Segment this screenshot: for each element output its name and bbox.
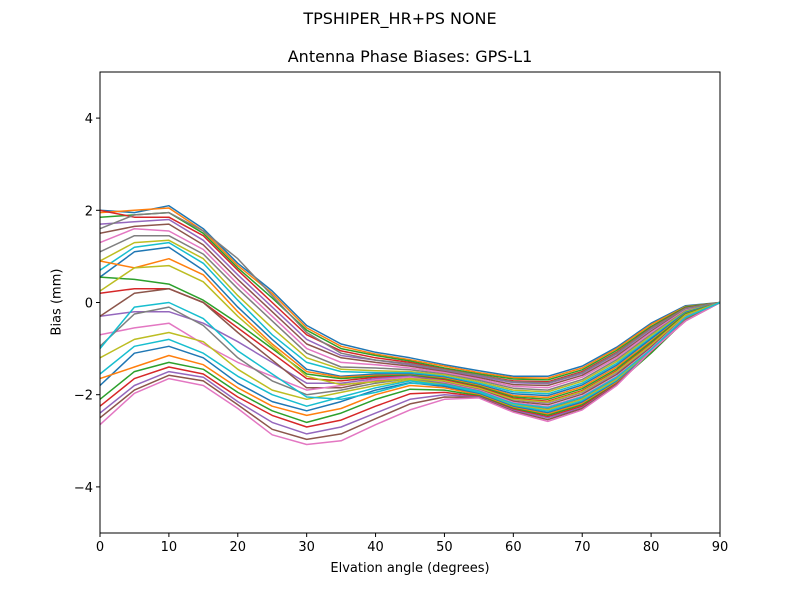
x-tick-label: 40 (367, 540, 384, 555)
y-tick-label: 4 (85, 112, 93, 127)
series-line (100, 211, 720, 381)
x-axis-label: Elvation angle (degrees) (330, 561, 490, 576)
series-line (100, 301, 720, 446)
series-line (100, 246, 720, 397)
x-tick-label: 80 (643, 540, 660, 555)
data-series (100, 204, 720, 446)
series-line (100, 301, 720, 411)
series-line (100, 204, 720, 378)
series-line (100, 227, 720, 389)
series-line (100, 276, 720, 401)
x-tick-label: 50 (436, 540, 453, 555)
series-line (100, 218, 720, 385)
y-tick-label: −2 (74, 389, 93, 404)
figure-suptitle: TPSHIPER_HR+PS NONE (303, 9, 497, 28)
x-tick-label: 20 (230, 540, 247, 555)
x-axis-ticks: 0 10 20 30 40 50 60 70 80 90 (96, 533, 728, 555)
x-tick-label: 10 (161, 540, 178, 555)
series-line (100, 241, 720, 395)
y-axis-ticks: −4 −2 0 2 4 (74, 112, 100, 496)
series-line (100, 239, 720, 393)
x-tick-label: 70 (574, 540, 591, 555)
series-line (100, 234, 720, 391)
chart-title: Antenna Phase Biases: GPS-L1 (287, 47, 533, 66)
y-tick-label: 2 (85, 204, 93, 219)
series-line (100, 223, 720, 387)
y-tick-label: 0 (85, 297, 93, 312)
series-line (100, 301, 720, 409)
x-tick-label: 30 (298, 540, 315, 555)
series-line (100, 301, 720, 404)
x-tick-label: 60 (505, 540, 522, 555)
series-line (100, 264, 720, 403)
x-tick-label: 90 (712, 540, 729, 555)
y-tick-label: −4 (74, 481, 93, 496)
x-tick-label: 0 (96, 540, 104, 555)
series-line (100, 211, 720, 384)
axes-frame (99, 71, 721, 534)
